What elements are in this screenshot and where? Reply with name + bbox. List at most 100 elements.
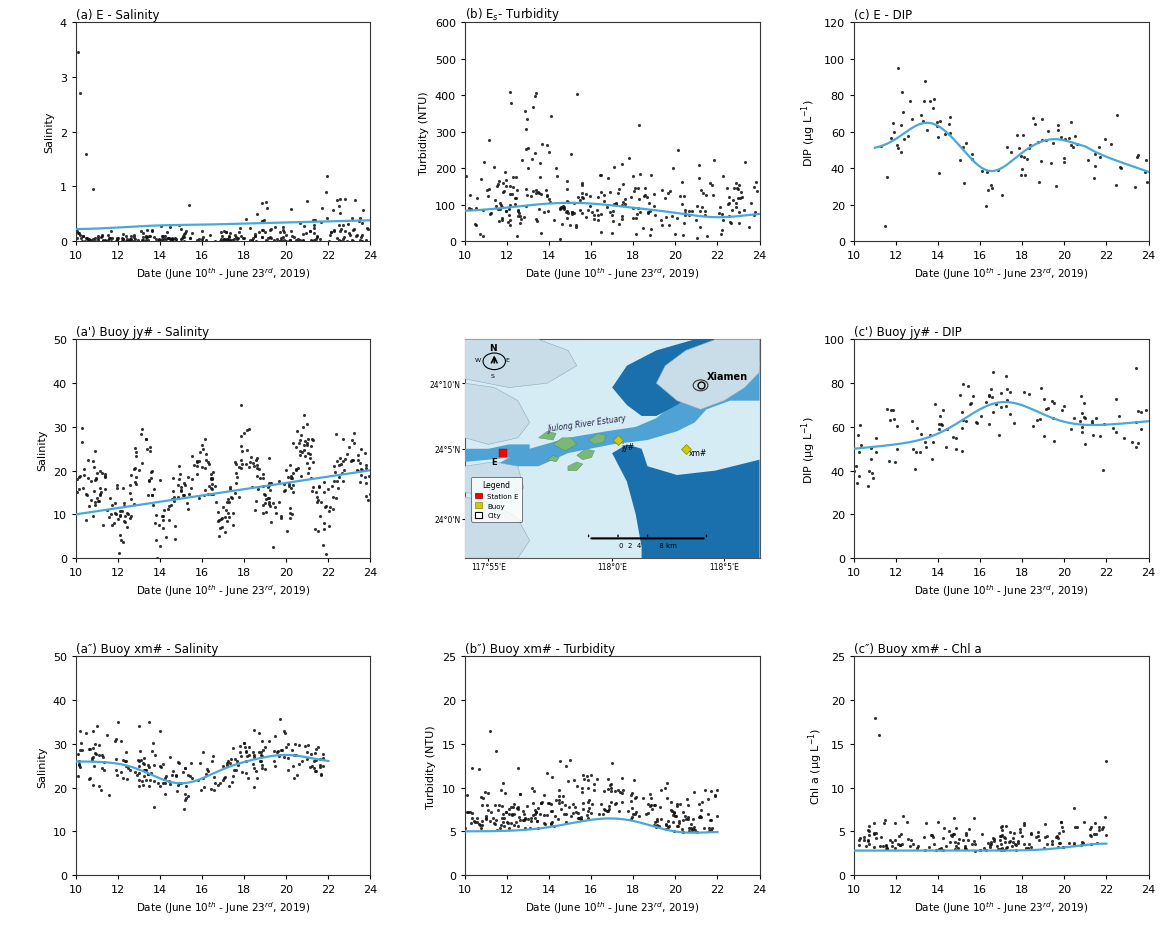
Point	[528, 814, 547, 829]
Point	[623, 810, 641, 825]
Point	[997, 400, 1016, 415]
Point	[90, 747, 108, 762]
Point	[143, 498, 162, 513]
Point	[201, 228, 219, 243]
Point	[497, 805, 515, 820]
Point	[324, 490, 343, 505]
Point	[303, 234, 322, 249]
Point	[213, 773, 232, 788]
Point	[85, 498, 104, 513]
Point	[497, 173, 515, 188]
Point	[323, 203, 342, 218]
Point	[670, 189, 689, 204]
Point	[886, 833, 905, 848]
Point	[708, 782, 726, 797]
Point	[507, 815, 526, 830]
Point	[133, 456, 152, 471]
Point	[582, 768, 600, 783]
Point	[542, 816, 561, 831]
Point	[68, 472, 86, 487]
Point	[1047, 830, 1066, 845]
Point	[114, 232, 133, 247]
Point	[580, 811, 598, 826]
Point	[902, 112, 921, 127]
Point	[231, 222, 250, 237]
Point	[1086, 147, 1104, 162]
Point	[660, 818, 679, 833]
Point	[219, 778, 238, 793]
Point	[547, 161, 566, 176]
Point	[648, 813, 667, 828]
Point	[1027, 829, 1046, 844]
Point	[87, 719, 106, 734]
Point	[703, 820, 722, 835]
Point	[132, 225, 150, 240]
Point	[133, 234, 152, 249]
Point	[670, 797, 689, 812]
Point	[101, 234, 120, 249]
Point	[100, 231, 119, 246]
Point	[271, 711, 289, 726]
Point	[121, 477, 140, 492]
Point	[183, 449, 202, 464]
Point	[240, 456, 259, 471]
Point	[719, 197, 738, 212]
Point	[1032, 154, 1051, 169]
Point	[220, 227, 239, 241]
Point	[1034, 430, 1053, 445]
Point	[507, 183, 526, 197]
Point	[196, 483, 215, 498]
Point	[522, 781, 541, 796]
Point	[864, 471, 883, 486]
Point	[1129, 403, 1147, 418]
Point	[866, 431, 885, 446]
Point	[96, 763, 114, 778]
Point	[77, 487, 96, 502]
Point	[129, 233, 148, 248]
Point	[963, 153, 982, 168]
Point	[581, 199, 599, 214]
Point	[90, 489, 108, 504]
X-axis label: Date (June 10$^{th}$ - June 23$^{rd}$, 2019): Date (June 10$^{th}$ - June 23$^{rd}$, 2…	[914, 899, 1089, 915]
Point	[511, 209, 529, 224]
Point	[323, 478, 342, 493]
Point	[492, 817, 511, 832]
Point	[690, 204, 709, 219]
Point	[115, 515, 134, 530]
Point	[988, 839, 1006, 854]
Point	[265, 234, 283, 249]
Point	[661, 184, 680, 199]
Point	[616, 197, 634, 212]
Point	[851, 830, 870, 845]
Point	[682, 823, 701, 838]
Point	[623, 785, 641, 800]
Point	[175, 801, 194, 816]
Point	[589, 208, 607, 223]
Point	[921, 428, 940, 443]
Point	[493, 213, 512, 228]
Point	[865, 710, 884, 725]
Point	[1009, 836, 1027, 851]
Point	[216, 769, 234, 784]
Point	[252, 745, 271, 760]
Point	[213, 234, 232, 249]
Point	[575, 772, 593, 787]
Point	[1052, 130, 1070, 145]
Point	[944, 826, 963, 841]
Point	[989, 841, 1007, 856]
Point	[294, 234, 312, 249]
Point	[1047, 829, 1066, 844]
Point	[698, 807, 717, 822]
Point	[885, 841, 904, 856]
Point	[604, 205, 623, 220]
Point	[468, 218, 486, 233]
Point	[700, 824, 718, 839]
Point	[674, 812, 693, 827]
Point	[175, 488, 194, 503]
Point	[69, 747, 87, 762]
Point	[254, 224, 273, 239]
Point	[143, 737, 162, 752]
Point	[606, 196, 625, 211]
Point	[83, 183, 101, 197]
Point	[574, 191, 592, 206]
